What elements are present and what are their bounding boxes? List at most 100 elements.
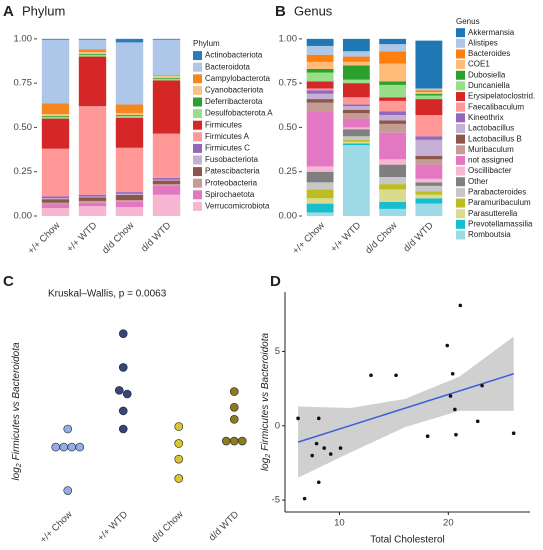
bar-segment — [306, 54, 334, 62]
y-label-sub: 2 — [16, 463, 23, 468]
point — [316, 480, 321, 485]
bar-segment — [342, 141, 370, 144]
legend-label: Campylobacterota — [205, 74, 270, 83]
bar-segment — [152, 133, 181, 178]
y-axis-label: log2 Firmicutes vs Bacteroidota — [11, 342, 23, 481]
bar-segment — [78, 54, 107, 57]
bar-segment — [78, 194, 107, 197]
panel-letter: D — [270, 273, 281, 290]
point — [511, 431, 516, 436]
legend-label: Firmicutes A — [205, 132, 250, 141]
bar-segment — [152, 39, 181, 76]
bar-segment — [306, 38, 334, 46]
bar-segment — [115, 38, 144, 43]
bar-segment — [78, 39, 107, 50]
legend-label: Firmicutes — [205, 120, 242, 129]
y-tick-label: 0.75 — [279, 78, 298, 89]
point — [229, 415, 239, 424]
bar-segment — [415, 92, 443, 94]
y-tick-label: 0.25 — [14, 166, 33, 177]
bar-segment — [115, 104, 144, 114]
legend-swatch — [456, 209, 465, 219]
bar-segment — [415, 136, 443, 140]
legend-swatch — [456, 155, 465, 165]
bar-segment — [306, 166, 334, 172]
bar-segment — [379, 44, 407, 52]
x-tick-label: 20 — [443, 518, 454, 529]
bar-segment — [115, 147, 144, 193]
bar-segment — [415, 40, 443, 89]
legend-label: Desulfobacterota A — [205, 109, 273, 118]
bar-segment — [306, 189, 334, 199]
bar-segment — [152, 80, 181, 134]
point — [118, 424, 128, 434]
bar-segment — [306, 102, 334, 112]
bar-segment — [342, 145, 370, 216]
point — [67, 442, 77, 452]
bar-segment — [342, 127, 370, 130]
legend-swatch — [456, 230, 465, 240]
legend-title: Genus — [456, 17, 480, 26]
fit-line — [297, 373, 514, 443]
bar-segment — [379, 120, 407, 124]
y-tick-label: 1.00 — [279, 33, 298, 44]
legend-swatch — [193, 178, 202, 188]
point — [75, 442, 85, 452]
legend-label: Actinobacteriota — [205, 51, 263, 60]
bar-segment — [415, 194, 443, 199]
legend-label: Bacteroides — [468, 49, 510, 58]
bar-segment — [342, 79, 370, 84]
bar-segment — [152, 38, 181, 40]
bar-segment — [41, 103, 70, 115]
bar-segment — [342, 51, 370, 57]
bar-segment — [41, 198, 70, 200]
bar-segment — [379, 184, 407, 190]
point — [480, 383, 484, 388]
y-tick-label: 0.50 — [279, 122, 298, 133]
bar-segment — [78, 52, 107, 54]
legend-swatch — [193, 167, 202, 177]
bar-segment — [306, 68, 334, 73]
x-tick-label: d/d WTD — [207, 509, 241, 543]
bar-segment — [306, 203, 334, 213]
bar-segment — [379, 164, 407, 178]
bar-segment — [152, 179, 181, 181]
bar-segment — [115, 200, 144, 202]
legend-label: COE1 — [468, 60, 490, 69]
y-tick-label: 5 — [275, 346, 280, 357]
legend-swatch — [193, 143, 202, 153]
legend-swatch — [456, 113, 465, 123]
bar-segment — [41, 148, 70, 197]
legend-label: Parasutterella — [468, 209, 518, 218]
legend-swatch — [456, 124, 465, 133]
bar-segment — [115, 115, 144, 116]
bar-segment — [342, 139, 370, 142]
bar-segment — [78, 38, 107, 40]
legend-label: Firmicutes C — [205, 144, 250, 153]
point — [302, 496, 307, 501]
bar-segment — [342, 118, 370, 128]
point — [174, 439, 184, 448]
bar-segment — [379, 132, 407, 160]
bar-segment — [306, 182, 334, 190]
bar-segment — [115, 207, 144, 216]
point — [322, 446, 327, 450]
point — [328, 452, 333, 456]
bar-segment — [152, 185, 181, 195]
x-tick-label: d/d Chow — [100, 220, 136, 256]
y-tick-label: 0.25 — [279, 166, 298, 177]
point — [394, 373, 398, 378]
y-tick-label: 1.00 — [14, 33, 33, 44]
bar-segment — [379, 208, 407, 216]
point — [174, 474, 184, 483]
x-axis-label: Total Cholesterol — [370, 535, 444, 546]
legend-swatch — [193, 62, 202, 72]
legend-swatch — [456, 177, 465, 187]
bar-segment — [415, 203, 443, 216]
bar-segment — [152, 180, 181, 185]
bar-segment — [41, 115, 70, 117]
bar-segment — [379, 84, 407, 98]
legend-swatch — [456, 145, 465, 155]
bar-segment — [415, 159, 443, 165]
legend-swatch — [456, 70, 465, 80]
